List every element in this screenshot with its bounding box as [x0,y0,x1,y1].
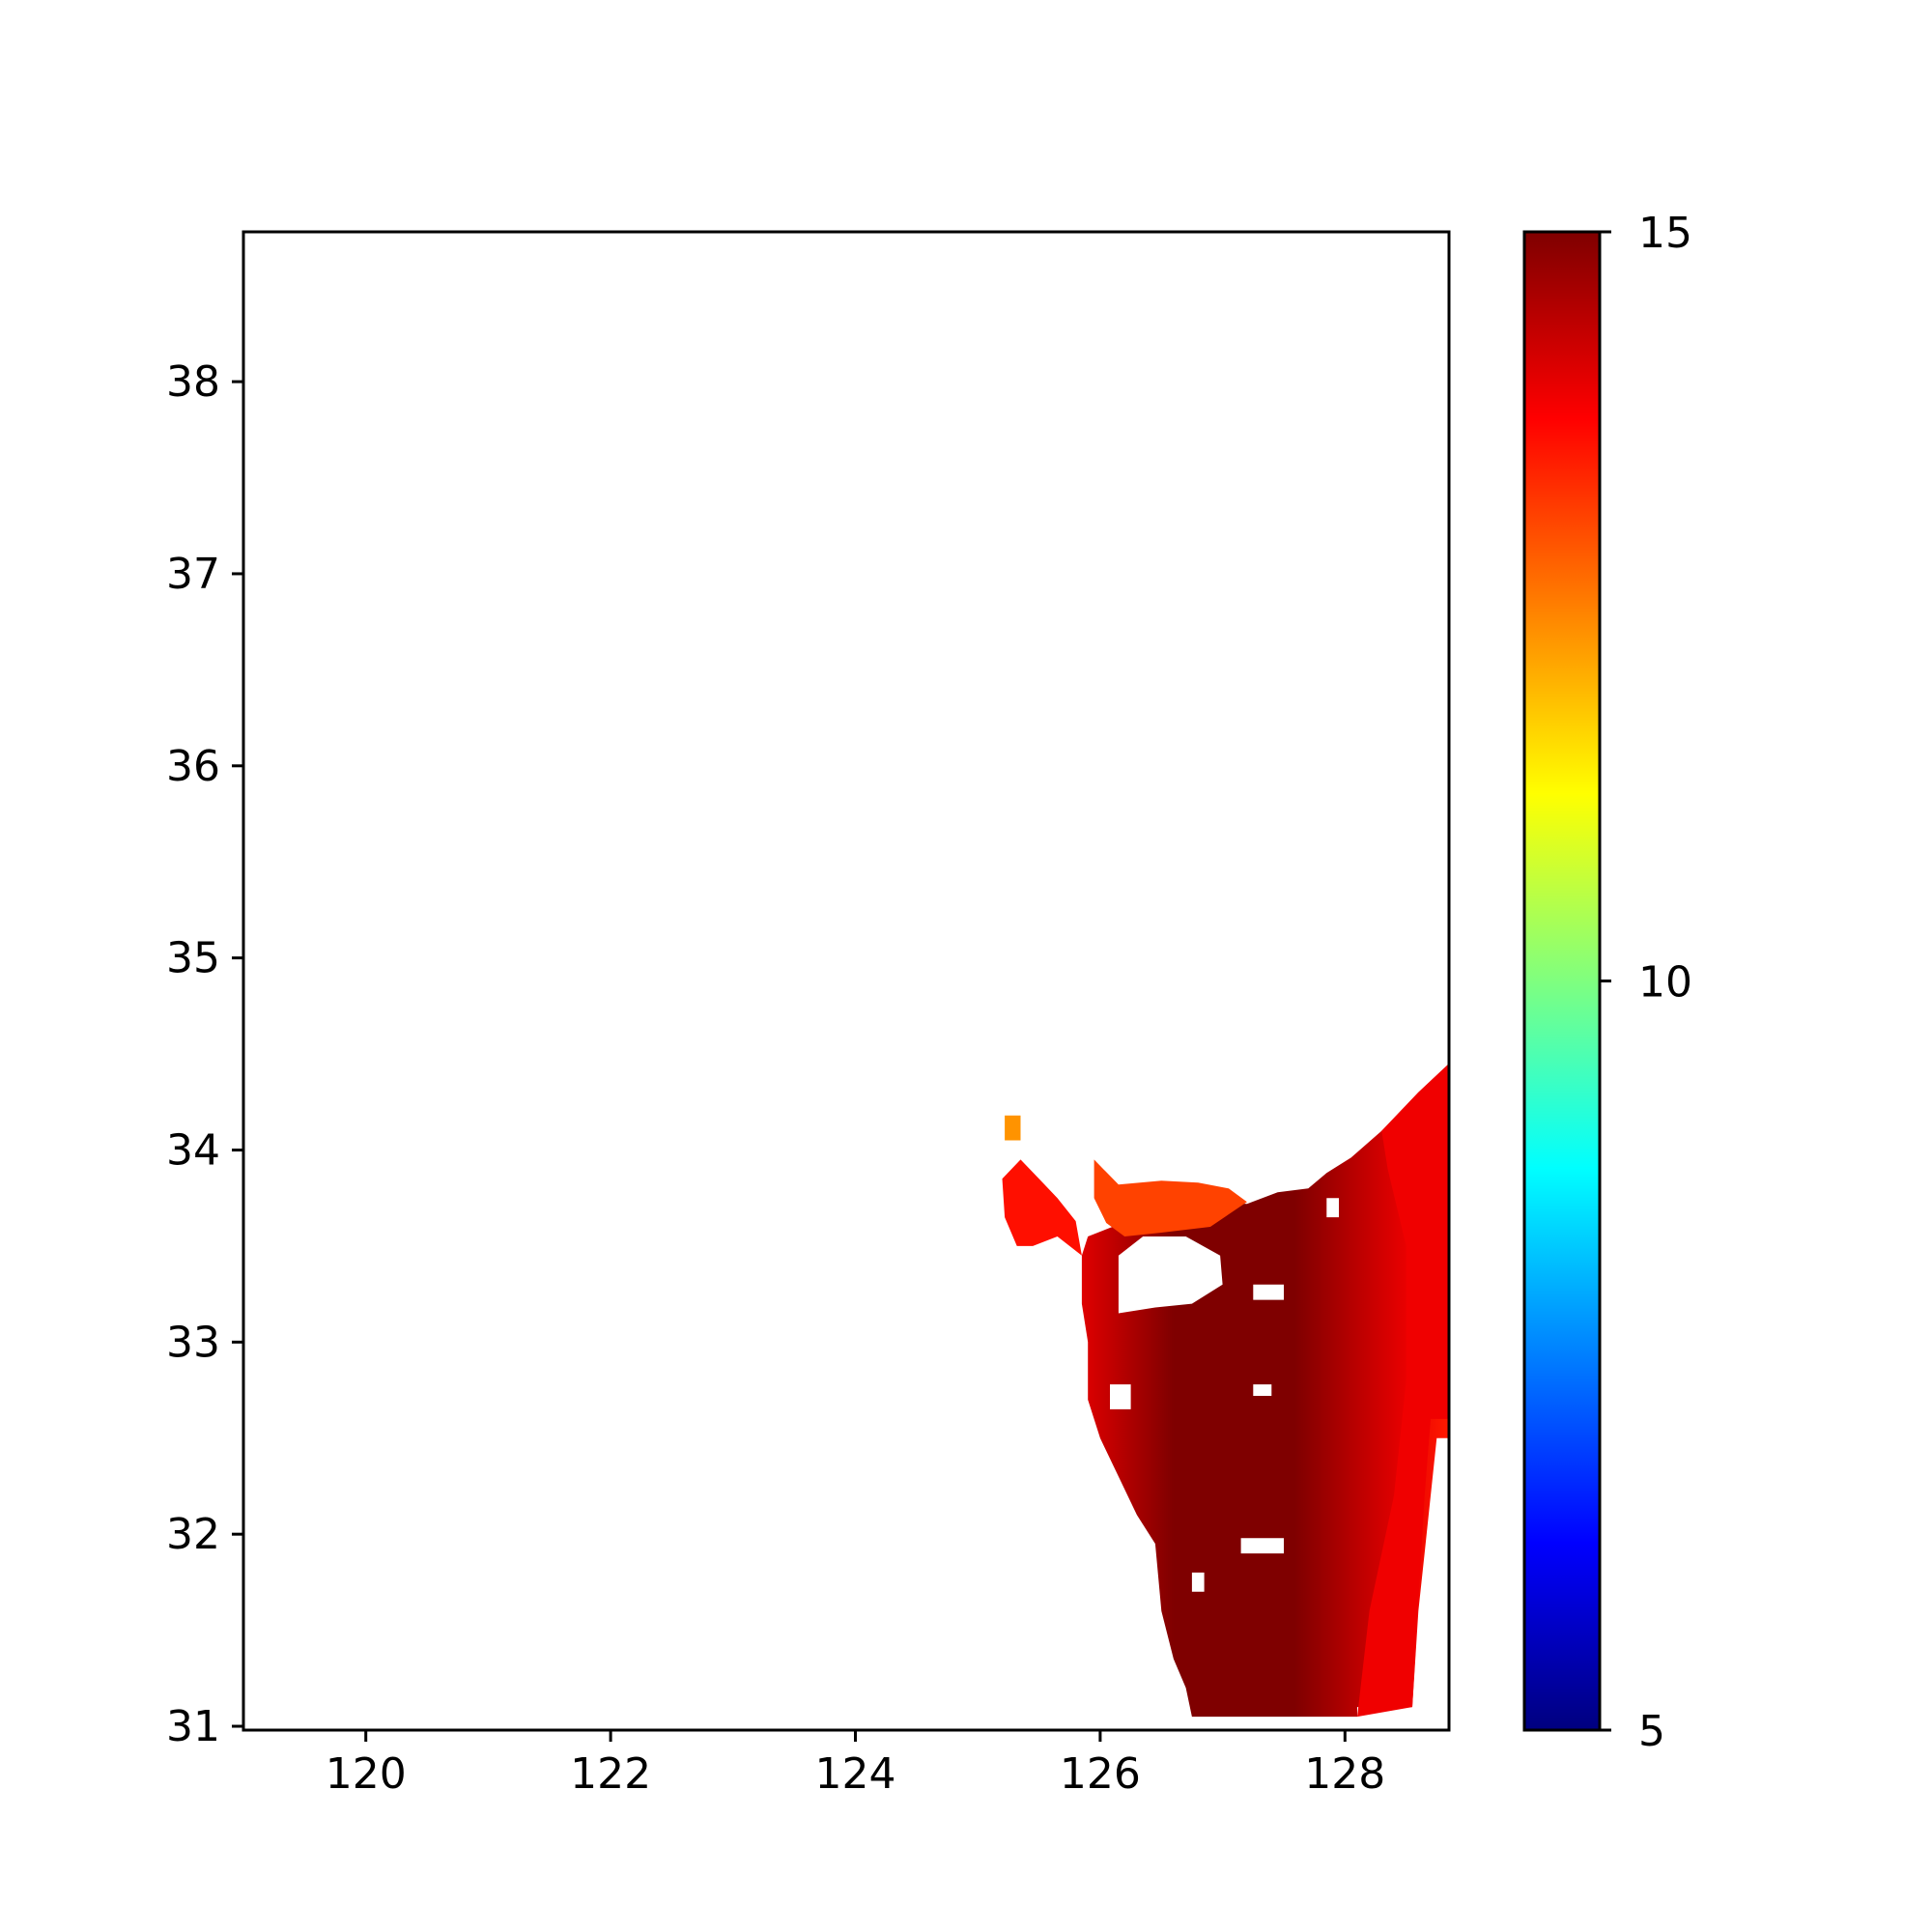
colorbar-tick-label: 10 [1638,958,1692,1008]
y-tick-label: 32 [166,1510,220,1559]
colorbar-tick-label: 5 [1638,1707,1665,1756]
colorbar-tick-label: 15 [1638,209,1692,258]
y-tick-label: 31 [166,1702,220,1751]
gap-hole-large [1118,1236,1223,1314]
region-north-arm [1094,1159,1247,1236]
gap-hole-small-1 [1110,1384,1131,1409]
colorbar: 15 10 5 [1522,209,1692,1756]
gap-hole-small-3 [1191,1572,1205,1592]
x-tick-label: 120 [326,1749,407,1799]
x-tick-label: 126 [1060,1749,1141,1799]
y-tick-label: 38 [166,357,220,407]
y-tick-label: 33 [166,1318,220,1367]
gap-hole-small-5 [1326,1198,1339,1218]
region-east-strip [1357,1064,1449,1718]
plot-frame [242,230,1451,1732]
gap-hole-small-6 [1253,1284,1284,1300]
colorbar-gradient [1524,232,1600,1730]
gap-hole-small-4 [1240,1538,1284,1554]
x-tick-label: 124 [815,1749,896,1799]
x-tick-label: 122 [570,1749,651,1799]
plot-area: 120 122 124 126 128 31 32 33 34 35 36 37 38 [166,230,1451,1799]
x-axis: 120 122 124 126 128 [326,1730,1385,1799]
y-tick-label: 37 [166,550,220,599]
y-axis: 31 32 33 34 35 36 37 38 [166,357,243,1751]
y-tick-label: 34 [166,1125,220,1175]
heatmap-layer [1002,1064,1449,1718]
region-west-arm [1002,1159,1082,1256]
y-tick-label: 36 [166,742,220,791]
colorbar-ticks: 15 10 5 [1600,209,1692,1756]
region-north-islet [1005,1115,1021,1141]
x-tick-label: 128 [1304,1749,1385,1799]
y-tick-label: 35 [166,934,220,983]
gap-hole-small-2 [1253,1384,1272,1396]
